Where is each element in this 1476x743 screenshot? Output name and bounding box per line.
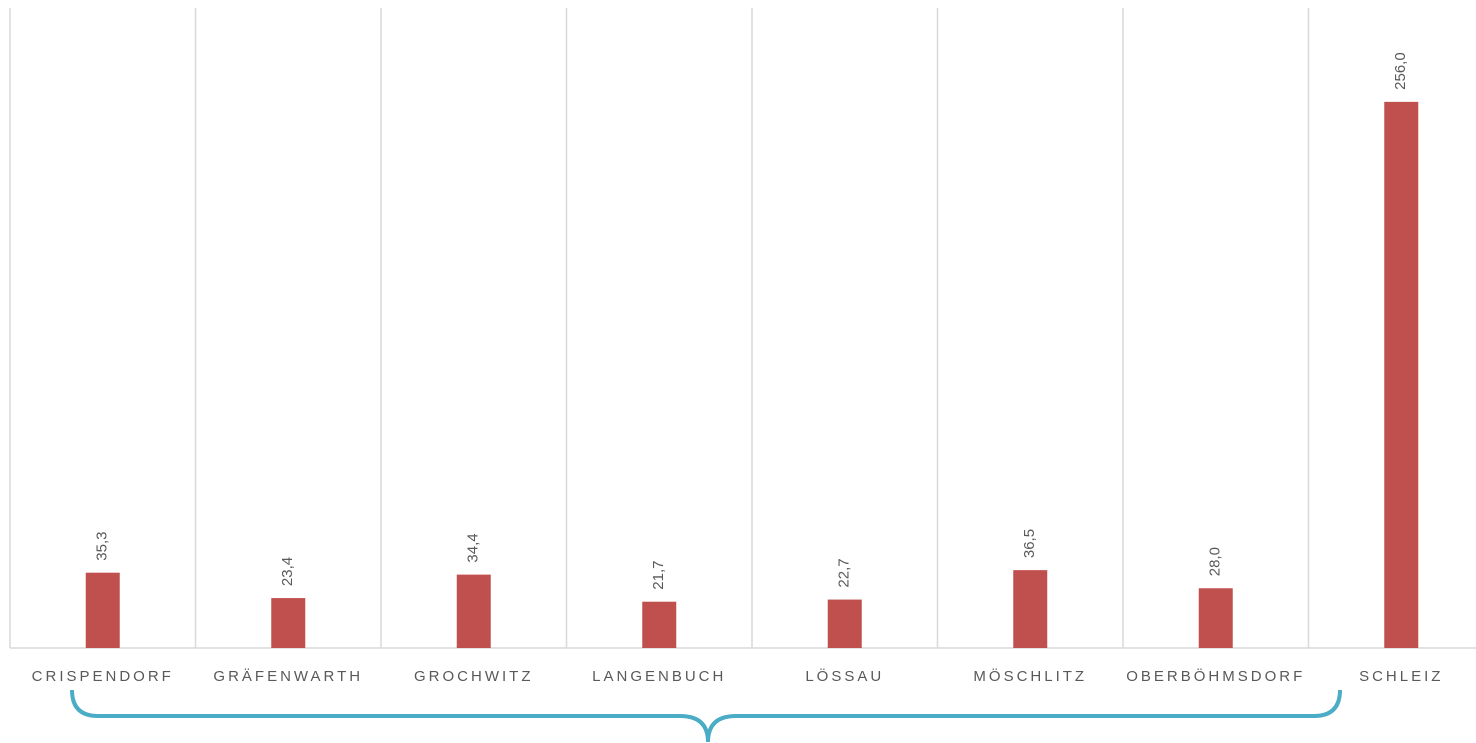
value-label: 34,4: [465, 533, 482, 562]
bar: [827, 599, 862, 648]
value-label: 35,3: [94, 531, 111, 560]
x-tick-label: OBERBÖHMSDORF: [1126, 667, 1305, 685]
bar: [1198, 588, 1233, 648]
x-tick-label: GROCHWITZ: [414, 668, 533, 685]
value-label: 36,5: [1021, 529, 1038, 558]
brace: [70, 689, 1342, 743]
x-tick-label: CRISPENDORF: [32, 668, 174, 685]
bar: [1384, 101, 1419, 648]
bar: [1013, 570, 1048, 648]
bar: [642, 601, 677, 648]
value-label: 256,0: [1392, 52, 1409, 90]
x-tick-label: MÖSCHLITZ: [973, 667, 1087, 685]
bar: [271, 598, 306, 648]
x-tick-label: SCHLEIZ: [1359, 668, 1443, 685]
value-label: 21,7: [650, 561, 667, 590]
value-label: 22,7: [836, 558, 853, 587]
bar: [456, 574, 491, 648]
value-label: 28,0: [1207, 547, 1224, 576]
bar: [85, 572, 120, 648]
x-tick-label: LANGENBUCH: [592, 668, 726, 685]
value-label: 23,4: [279, 557, 296, 586]
x-tick-label: GRÄFENWARTH: [213, 668, 363, 685]
x-tick-label: LÖSSAU: [805, 667, 884, 685]
